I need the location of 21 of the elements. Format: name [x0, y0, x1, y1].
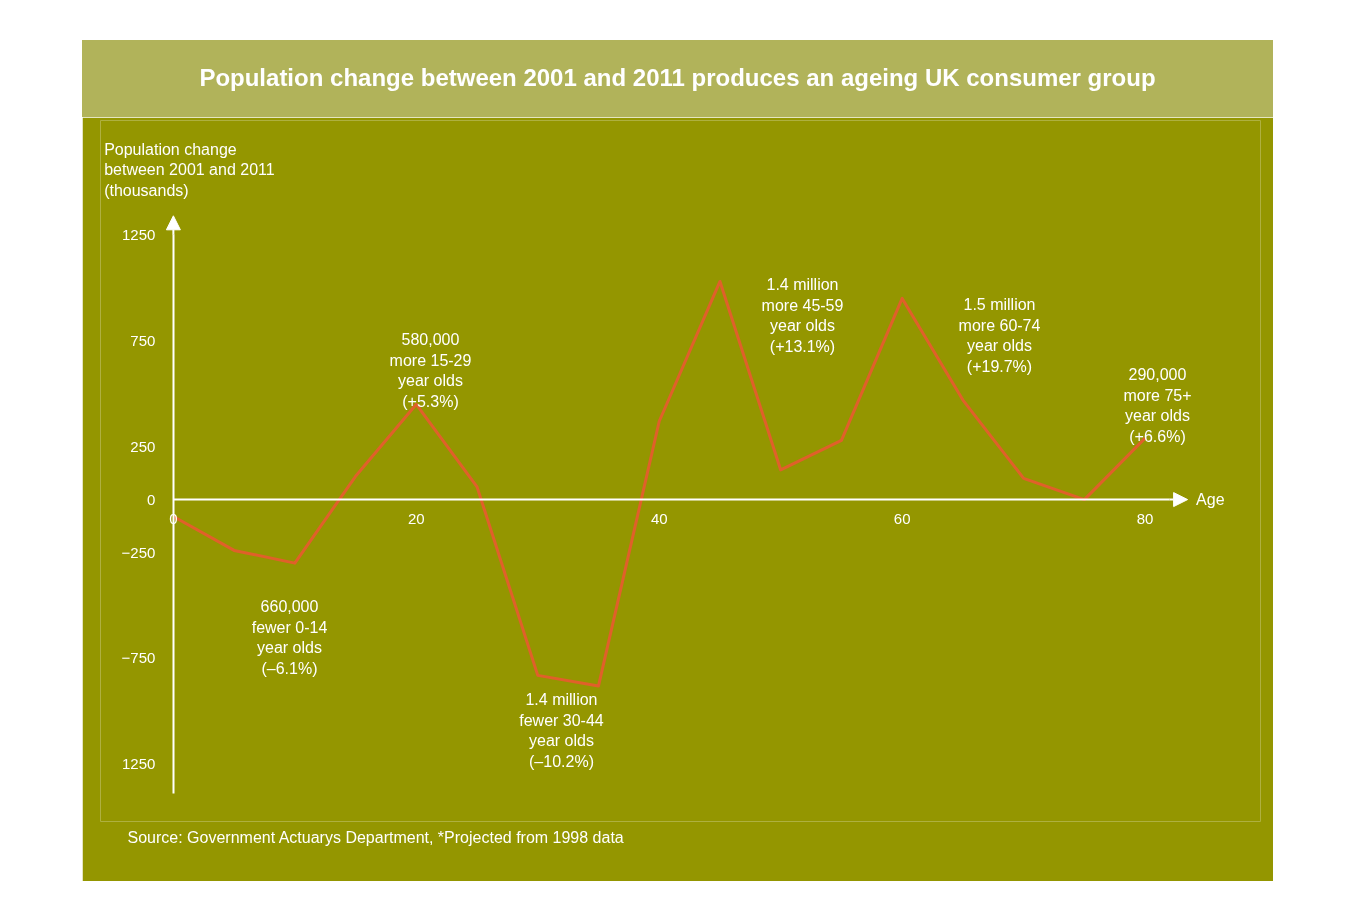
- annotation: 290,000 more 75+ year olds (+6.6%): [1123, 366, 1192, 445]
- y-tick-label: 750: [130, 331, 156, 349]
- x-axis-title: Age: [1196, 491, 1225, 509]
- x-tick-label: 20: [407, 509, 425, 527]
- y-tick-label: 0: [147, 490, 156, 508]
- y-tick-label: −250: [121, 543, 156, 561]
- annotation: 580,000 more 15-29 year olds (+5.3%): [389, 331, 472, 410]
- y-tick-label: 1250: [122, 755, 156, 773]
- chart-title: Population change between 2001 and 2011 produces an ageing UK consumer group: [199, 63, 1156, 94]
- annotation: 660,000 fewer 0-14 year olds (–6.1%): [251, 598, 328, 677]
- y-tick-label: −750: [121, 649, 156, 667]
- source-note: Source: Government Actuarys Department, *Projected from 1998 data: [127, 828, 624, 846]
- y-axis-title: Population change between 2001 and 2011 (thousands): [104, 141, 275, 199]
- annotation: 1.4 million fewer 30-44 year olds (–10.2%): [519, 691, 604, 770]
- y-tick-label: 1250: [122, 225, 156, 243]
- x-tick-label: 40: [650, 509, 668, 527]
- annotation: 1.5 million more 60-74 year olds (+19.7%): [958, 296, 1041, 375]
- x-tick-label: 80: [1136, 509, 1154, 527]
- y-tick-label: 250: [130, 437, 156, 455]
- annotation: 1.4 million more 45-59 year olds (+13.1%): [761, 276, 844, 355]
- x-tick-label: 60: [893, 509, 911, 527]
